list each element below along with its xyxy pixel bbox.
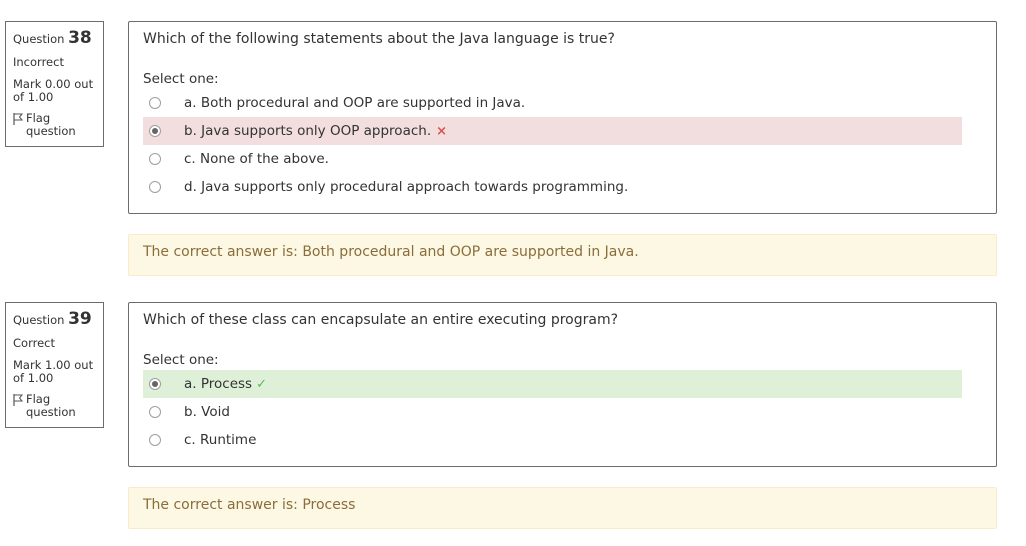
question-number-value: 38 [68, 28, 92, 48]
question-formulation-38: Which of the following statements about … [128, 21, 997, 214]
flag-question-label: Flag question [26, 392, 76, 420]
flag-question-link[interactable]: Flag question [13, 111, 96, 139]
answer-option-c[interactable]: c. None of the above. [143, 145, 962, 173]
answer-option-label: a. Process [184, 376, 253, 392]
question-formulation-39: Which of these class can encapsulate an … [128, 302, 997, 467]
answer-options: a. Both procedural and OOP are supported… [143, 89, 982, 201]
answer-option-label: b. Java supports only OOP approach. [184, 123, 432, 139]
answer-option-b[interactable]: b. Java supports only OOP approach. × [143, 117, 962, 145]
answer-option-d[interactable]: d. Java supports only procedural approac… [143, 173, 962, 201]
answer-option-c[interactable]: c. Runtime [143, 426, 962, 454]
radio-button[interactable] [149, 181, 161, 193]
select-prompt: Select one: [143, 71, 219, 87]
question-text: Which of the following statements about … [143, 31, 615, 47]
answer-option-label: d. Java supports only procedural approac… [184, 179, 629, 195]
question-state: Incorrect [13, 54, 64, 69]
answer-option-label: c. None of the above. [184, 151, 329, 167]
correct-check-icon: ✓ [256, 376, 267, 392]
question-grade: Mark 1.00 out of 1.00 [13, 357, 94, 385]
answer-option-label: a. Both procedural and OOP are supported… [184, 95, 526, 111]
incorrect-icon: × [436, 123, 448, 139]
answer-options: a. Process ✓ b. Void c. Runtime [143, 370, 982, 454]
radio-button-selected[interactable] [149, 378, 161, 390]
radio-button[interactable] [149, 97, 161, 109]
flag-icon [13, 113, 23, 126]
question-number: Question 38 [13, 28, 96, 49]
question-state: Correct [13, 335, 55, 350]
answer-option-a[interactable]: a. Both procedural and OOP are supported… [143, 89, 962, 117]
answer-option-label: c. Runtime [184, 432, 257, 448]
question-label: Question [13, 32, 65, 46]
answer-option-b[interactable]: b. Void [143, 398, 962, 426]
correct-answer-feedback-38: The correct answer is: Both procedural a… [128, 234, 997, 276]
question-info-39: Question 39 Correct Mark 1.00 out of 1.0… [5, 302, 104, 428]
radio-button[interactable] [149, 434, 161, 446]
question-number: Question 39 [13, 309, 96, 330]
flag-question-label: Flag question [26, 111, 76, 139]
radio-button[interactable] [149, 406, 161, 418]
radio-button[interactable] [149, 153, 161, 165]
answer-option-a[interactable]: a. Process ✓ [143, 370, 962, 398]
select-prompt: Select one: [143, 352, 219, 368]
flag-question-link[interactable]: Flag question [13, 392, 96, 420]
question-label: Question [13, 313, 65, 327]
radio-button-selected[interactable] [149, 125, 161, 137]
answer-option-label: b. Void [184, 404, 230, 420]
question-number-value: 39 [68, 309, 92, 329]
flag-icon [13, 394, 23, 407]
question-info-38: Question 38 Incorrect Mark 0.00 out of 1… [5, 21, 104, 147]
question-grade: Mark 0.00 out of 1.00 [13, 76, 94, 104]
correct-answer-feedback-39: The correct answer is: Process [128, 487, 997, 529]
question-text: Which of these class can encapsulate an … [143, 312, 619, 328]
